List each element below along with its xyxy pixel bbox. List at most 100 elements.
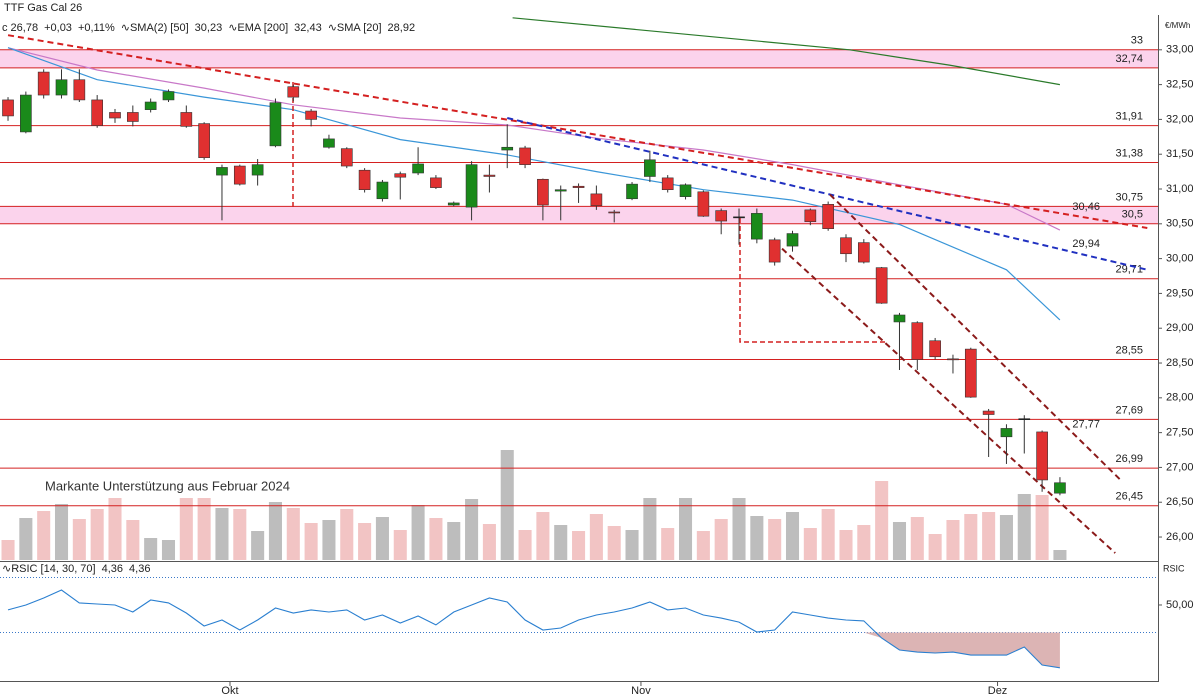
candle-body: [91, 99, 103, 126]
candle-body: [2, 99, 14, 117]
candle-body: [661, 177, 674, 191]
volume-bar: [732, 498, 746, 560]
trendline-label: 27,77: [1072, 419, 1100, 431]
volume-bar: [179, 498, 193, 560]
rsi-legend: ∿RSIC [14, 30, 70] 4,36 4,36: [2, 563, 150, 575]
y-tick-label: 31,00: [1166, 183, 1194, 195]
volume-bar: [625, 530, 639, 560]
volume-bar: [1017, 494, 1031, 560]
axes: 26,00 26,50 27,00 27,50 28,00 28,50 29,00 29,50…: [221, 44, 1193, 697]
indicator-line: [7, 47, 1061, 321]
legend-item: +0,11%: [78, 22, 115, 34]
volume-bar: [465, 499, 479, 560]
legend-item: 28,92: [388, 22, 416, 34]
candle-body: [251, 164, 264, 176]
volume-bar: [411, 505, 425, 560]
legend-item: +0,03: [44, 22, 72, 34]
candle-body: [554, 189, 567, 192]
volume-bar: [393, 530, 407, 560]
volume-bar: [54, 504, 69, 560]
volume-bar: [696, 531, 710, 560]
legend-item: c 26,78: [2, 22, 38, 34]
legend-item: 32,43: [294, 22, 322, 34]
candle-body: [804, 209, 817, 223]
volume-bar: [750, 516, 764, 560]
volume-bar: [233, 509, 247, 560]
volume-bar: [144, 538, 158, 560]
volume-bar: [358, 523, 372, 560]
rsi-y-tick-label: 50,00: [1166, 599, 1194, 611]
candle-body: [786, 233, 799, 247]
candle-body: [626, 183, 638, 200]
y-tick-label: 29,50: [1166, 287, 1194, 299]
candle-body: [126, 112, 139, 122]
candle-body: [715, 210, 728, 222]
volume-bar: [589, 514, 603, 560]
candle-body: [644, 159, 656, 177]
candle-body: [857, 242, 870, 263]
candle-body: [911, 322, 924, 360]
volume-bar: [536, 512, 550, 560]
level-label: 31,91: [1115, 111, 1143, 123]
annotation: Markante Unterstützung aus Februar 2024: [45, 478, 290, 493]
y-tick-label: 28,50: [1166, 357, 1194, 369]
volume-bar: [982, 512, 996, 560]
rsi-axis-label: RSIC: [1163, 563, 1185, 573]
y-tick-label: 30,50: [1166, 218, 1194, 230]
trendlines: [7, 34, 1148, 554]
candle-body: [608, 211, 621, 214]
candle-body: [590, 193, 603, 207]
volume-bar: [607, 526, 621, 560]
volume-bar: [126, 520, 140, 560]
candle-body: [198, 123, 210, 158]
volume-bar: [554, 525, 568, 560]
volume-bar: [946, 520, 960, 560]
unit-label: €/MWh: [1165, 21, 1190, 30]
candle-body: [216, 167, 228, 176]
rsi-oversold-fill: [8, 632, 1060, 668]
volume-bar: [821, 509, 835, 560]
volume-bar: [892, 522, 907, 560]
candle-body: [947, 358, 959, 361]
volume-bar: [161, 540, 176, 560]
candle-body: [519, 147, 531, 165]
candle-body: [37, 71, 50, 96]
level-label: 28,55: [1115, 344, 1143, 356]
levels: 33 32,74 31,91 31,38 30,75 30,5 29,71 28,55 27,6…: [0, 35, 1158, 507]
chart-title: TTF Gas Cal 26: [4, 2, 82, 14]
candle-body: [840, 237, 852, 255]
trendline-label: 29,94: [1072, 238, 1100, 250]
volume-bar: [679, 498, 693, 560]
candle-body: [929, 340, 941, 358]
level-label: 32,74: [1115, 53, 1143, 65]
volume-bar: [72, 519, 86, 560]
rsi-line: [7, 589, 1060, 669]
candle-body: [340, 148, 353, 167]
volume-bar: [90, 509, 104, 560]
rsi-panel: [0, 576, 1158, 669]
volume-bar: [322, 520, 336, 560]
candle-body: [733, 216, 745, 219]
candles: [2, 69, 1066, 496]
volume-bar: [661, 528, 675, 560]
trendline: [773, 241, 1116, 554]
y-tick-label: 32,50: [1166, 79, 1194, 91]
candle-body: [875, 267, 888, 304]
volume-bar: [785, 512, 800, 560]
volume-bar: [108, 498, 122, 560]
level-label: 29,71: [1115, 264, 1143, 276]
candle-body: [162, 91, 175, 101]
volume-bar: [500, 450, 514, 560]
candle-body: [483, 174, 496, 177]
candle-body: [287, 86, 300, 98]
y-tick-label: 26,00: [1166, 531, 1194, 543]
candle-body: [751, 213, 763, 240]
volume-bar: [803, 528, 817, 560]
x-tick-label: Dez: [988, 685, 1008, 697]
candle-body: [1018, 418, 1031, 421]
volume-bar: [1053, 550, 1067, 560]
candle-body: [822, 204, 834, 229]
candle-body: [447, 202, 460, 206]
level-label: 26,45: [1115, 491, 1143, 503]
